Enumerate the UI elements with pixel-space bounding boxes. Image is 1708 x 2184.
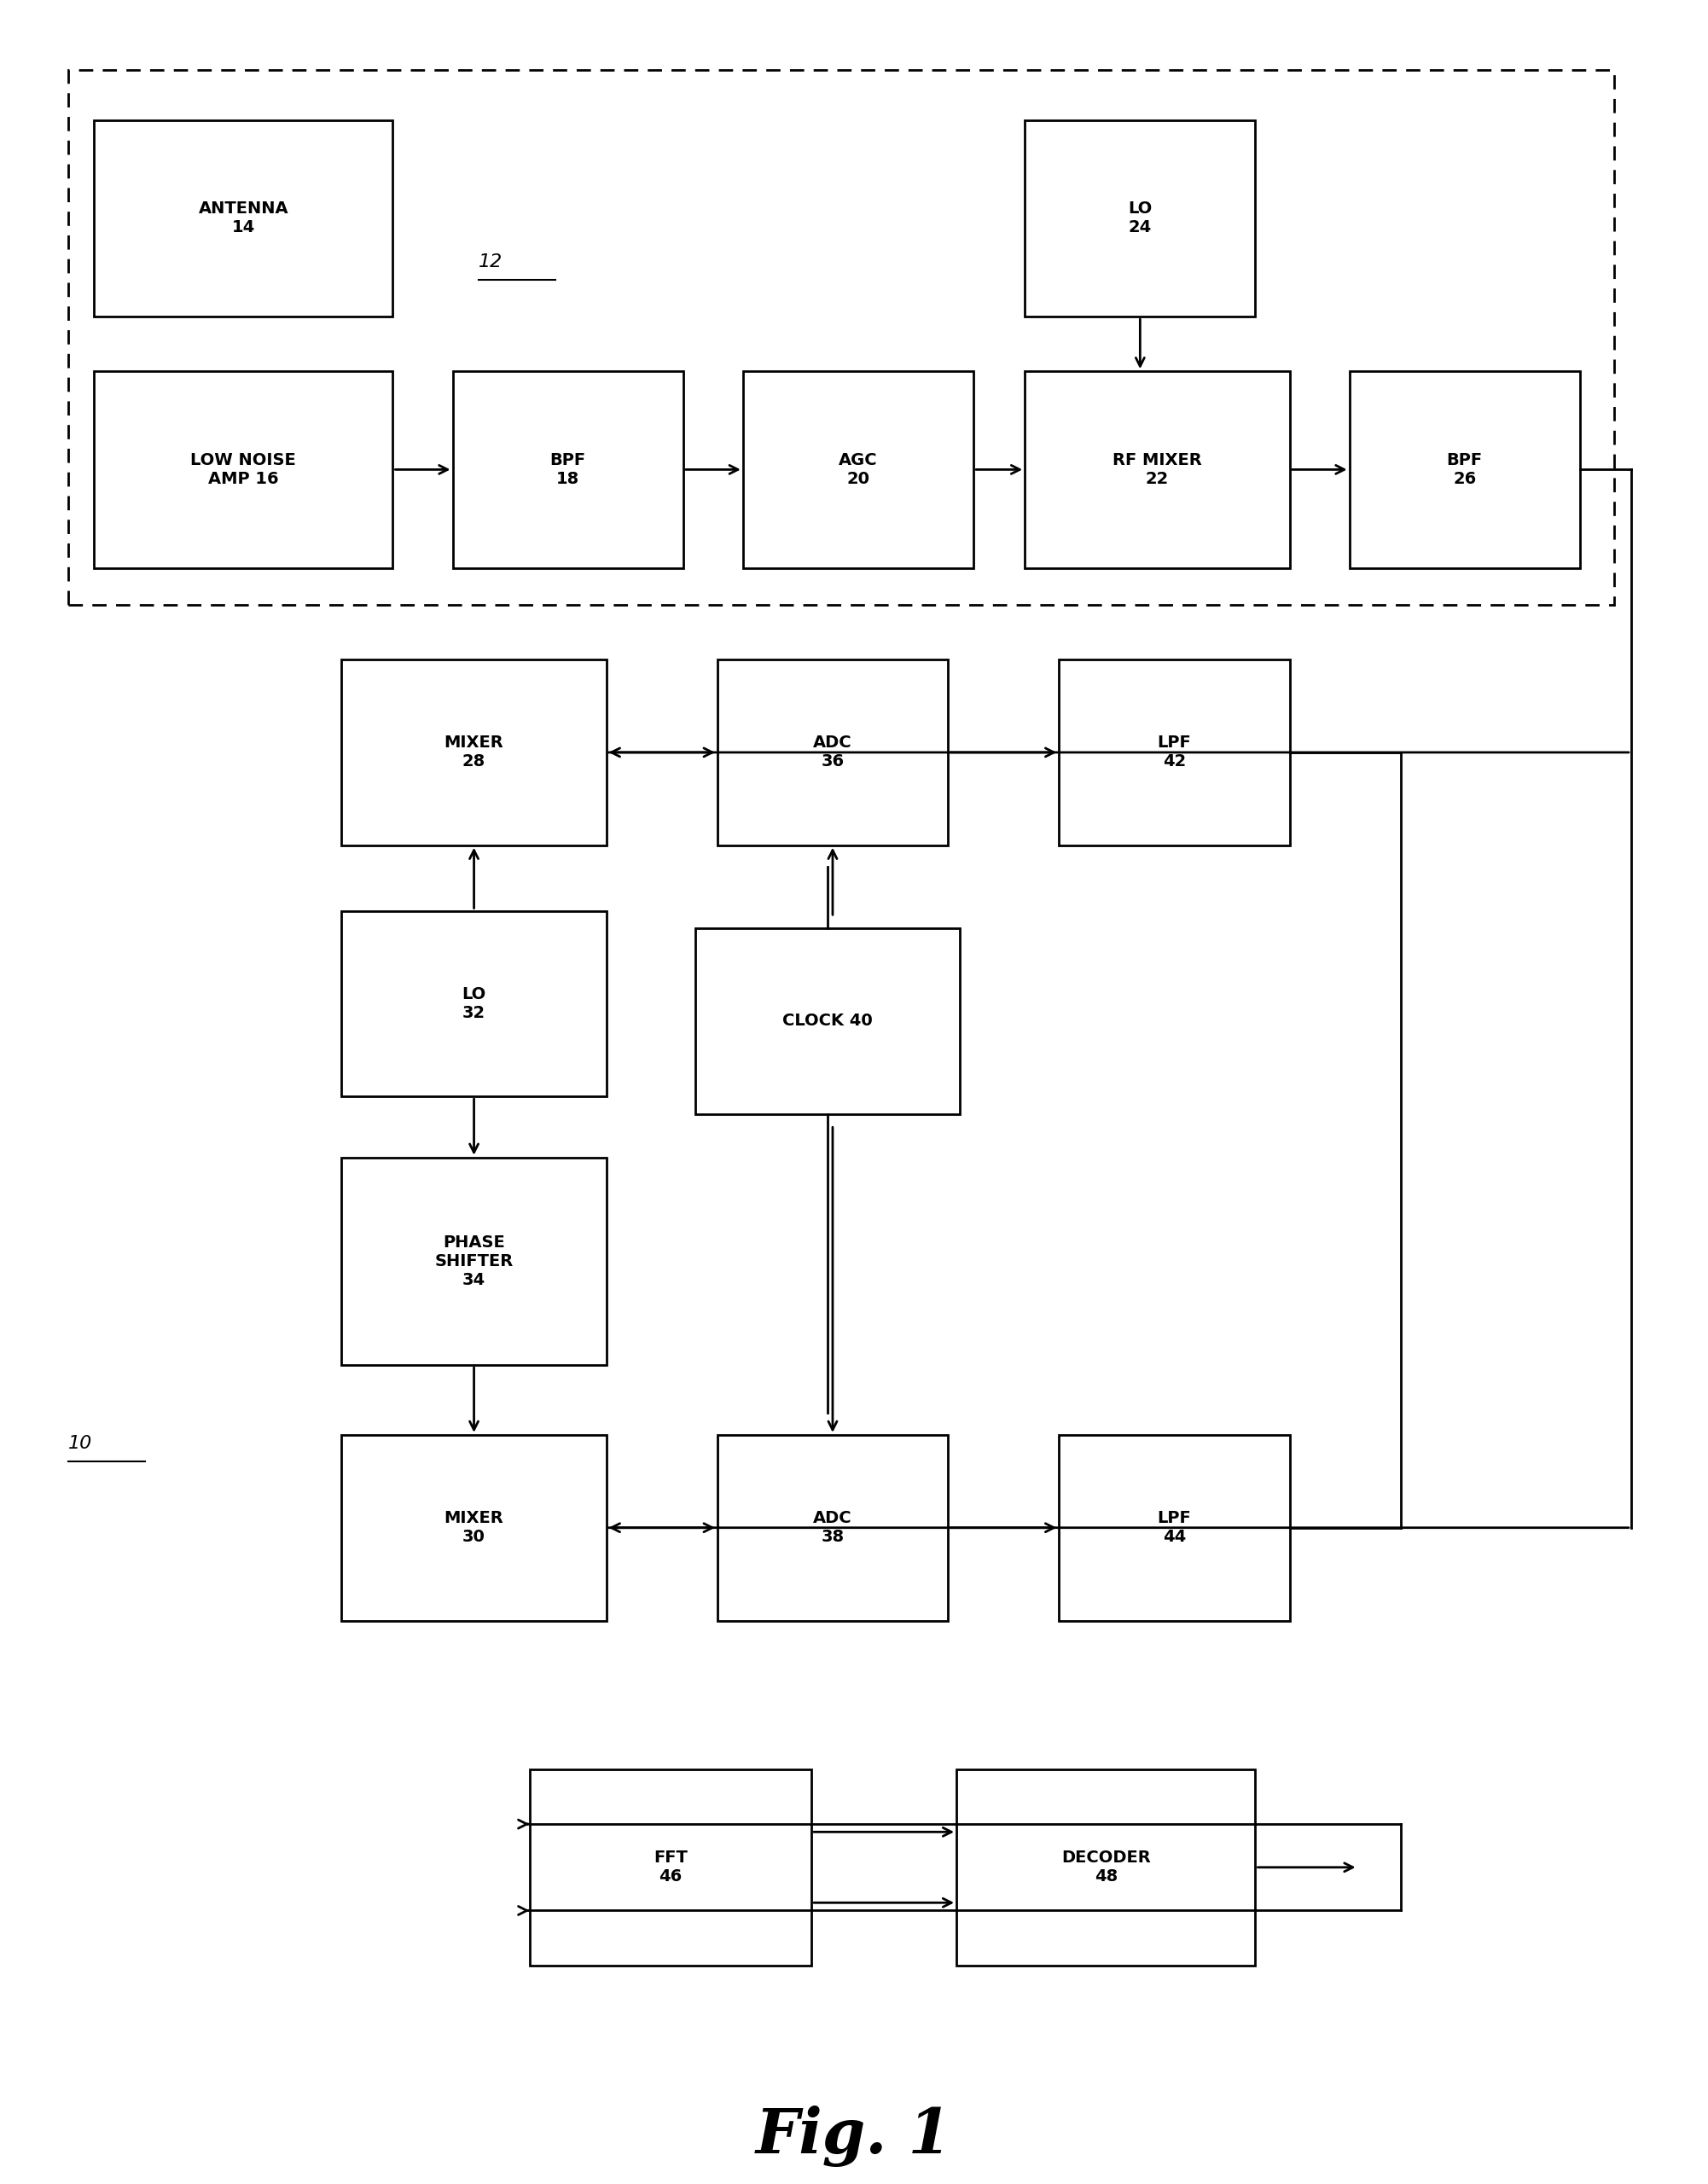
Text: RF MIXER
22: RF MIXER 22 (1112, 452, 1202, 487)
Text: Fig. 1: Fig. 1 (757, 2105, 951, 2167)
Text: LOW NOISE
AMP 16: LOW NOISE AMP 16 (191, 452, 295, 487)
Bar (1059, 1435, 1290, 1621)
Text: DECODER
48: DECODER 48 (1061, 1850, 1151, 1885)
Bar (1025, 120, 1255, 317)
Text: ADC
36: ADC 36 (813, 734, 852, 771)
Bar (717, 660, 948, 845)
Bar (743, 371, 974, 568)
Text: PHASE
SHIFTER
34: PHASE SHIFTER 34 (434, 1234, 514, 1289)
Text: FFT
46: FFT 46 (654, 1850, 687, 1885)
Bar (1059, 660, 1290, 845)
Text: 12: 12 (478, 253, 502, 271)
Bar (342, 911, 606, 1096)
Text: ANTENNA
14: ANTENNA 14 (198, 201, 289, 236)
Text: LO
32: LO 32 (461, 985, 487, 1022)
Text: BPF
18: BPF 18 (550, 452, 586, 487)
Bar (1025, 371, 1290, 568)
Text: MIXER
30: MIXER 30 (444, 1509, 504, 1546)
Bar (529, 1769, 811, 1966)
Text: BPF
26: BPF 26 (1447, 452, 1483, 487)
Text: LPF
44: LPF 44 (1158, 1509, 1190, 1546)
Bar (342, 1158, 606, 1365)
Bar (342, 660, 606, 845)
Text: LPF
42: LPF 42 (1158, 734, 1190, 771)
Text: LO
24: LO 24 (1127, 201, 1153, 236)
Text: CLOCK 40: CLOCK 40 (782, 1013, 873, 1029)
Bar (94, 120, 393, 317)
Bar (1349, 371, 1580, 568)
Bar (68, 70, 1614, 605)
Bar (695, 928, 960, 1114)
Text: AGC
20: AGC 20 (839, 452, 878, 487)
Text: MIXER
28: MIXER 28 (444, 734, 504, 771)
Text: ADC
38: ADC 38 (813, 1509, 852, 1546)
Text: 10: 10 (68, 1435, 92, 1452)
Bar (717, 1435, 948, 1621)
Bar (94, 371, 393, 568)
Bar (342, 1435, 606, 1621)
Bar (453, 371, 683, 568)
Bar (956, 1769, 1255, 1966)
